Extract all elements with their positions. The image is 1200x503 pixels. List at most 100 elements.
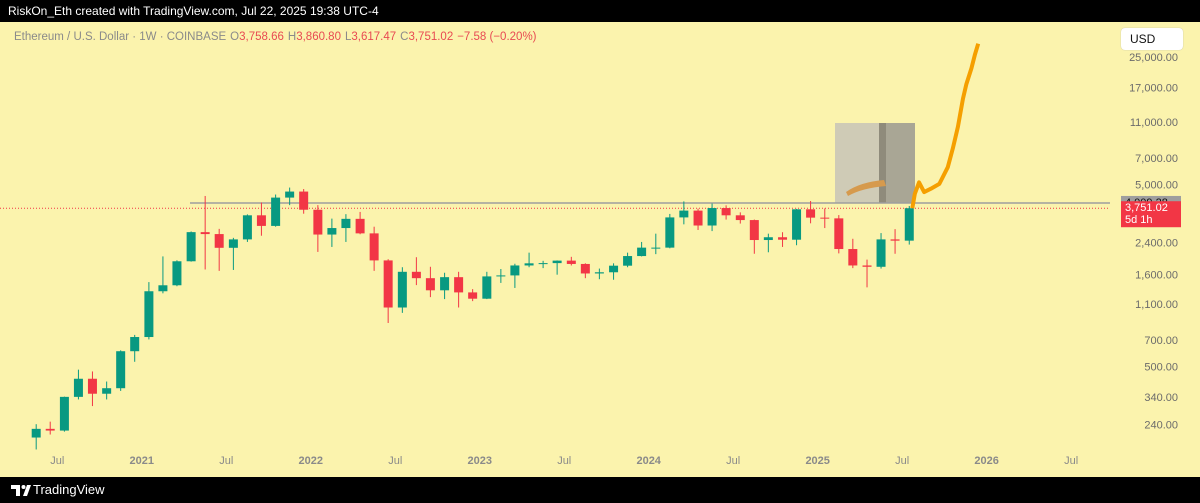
candle-body	[890, 239, 900, 241]
x-tick-label: Jul	[50, 455, 64, 467]
candle-body	[285, 191, 295, 198]
candle-body	[679, 210, 689, 218]
change: −7.58 (−0.20%)	[457, 31, 537, 43]
candle-body	[834, 218, 844, 250]
chart: 240.00 340.00 500.00 700.00 1,100.00 1,600.00…	[0, 43, 1181, 467]
candle-body	[862, 265, 872, 267]
price-label-bg	[1121, 201, 1181, 228]
candle-body	[341, 218, 351, 229]
candle-body	[355, 218, 365, 234]
candle-body	[721, 208, 731, 216]
x-tick-label: Jul	[388, 455, 402, 467]
top-bar: RiskOn_Eth created with TradingView.com,…	[0, 0, 1200, 22]
price-lines	[0, 202, 1110, 209]
ohlc-key: L	[344, 31, 352, 43]
candle-body	[651, 247, 661, 249]
y-tick-label: 1,100.00	[1135, 299, 1178, 311]
candle-body	[749, 220, 759, 241]
symbol-legend: Ethereum / U.S. Dollar · 1W · COINBASE O3…	[14, 31, 537, 43]
footer: TradingView	[0, 477, 1200, 503]
y-tick-label: 7,000.00	[1135, 153, 1178, 165]
candle-body	[566, 260, 576, 264]
x-tick-label: Jul	[895, 455, 909, 467]
x-tick-label: 2023	[467, 455, 491, 467]
candle-body	[327, 228, 337, 235]
y-tick-label: 500.00	[1144, 362, 1178, 374]
y-tick-label: 2,400.00	[1135, 237, 1178, 249]
image-door-edge	[879, 123, 886, 203]
candle-body	[440, 277, 450, 291]
candle-body	[848, 249, 858, 266]
overlay-image	[835, 123, 915, 203]
symbol: Ethereum / U.S. Dollar · 1W · COINBASE	[14, 31, 227, 43]
candle-body	[468, 292, 478, 299]
y-tick-label: 5,000.00	[1135, 179, 1178, 191]
candle-body	[411, 271, 421, 279]
chart-area: 240.00 340.00 500.00 700.00 1,100.00 1,600.00…	[0, 22, 1200, 477]
candle-body	[707, 208, 717, 226]
ohlc-value: 3,860.80	[296, 31, 341, 43]
image-object	[846, 180, 886, 196]
ohlc-value: 3,751.02	[408, 31, 454, 43]
candle-body	[242, 215, 252, 240]
candle-body	[594, 272, 604, 274]
y-tick-label: 1,600.00	[1135, 270, 1178, 282]
candle-body	[31, 428, 41, 438]
currency-button[interactable]: USD	[1121, 28, 1183, 50]
candle-body	[904, 208, 914, 241]
candle-body	[158, 285, 168, 292]
image-door	[886, 123, 915, 203]
x-tick-label: Jul	[1064, 455, 1078, 467]
candle-body	[876, 239, 886, 267]
candle-body	[313, 209, 323, 235]
logo-part	[21, 485, 26, 489]
candle-body	[806, 209, 816, 218]
ohlc-key: O	[230, 31, 240, 43]
candle-body	[256, 215, 266, 226]
brand-logo	[11, 485, 31, 496]
candle-body	[693, 210, 703, 226]
candle-body	[735, 215, 745, 221]
candle-body	[299, 191, 309, 210]
candle-body	[609, 265, 619, 273]
candle-body	[778, 237, 788, 240]
y-tick-label: 700.00	[1144, 335, 1178, 347]
countdown: 5d 1h	[1125, 214, 1153, 226]
candle-body	[538, 263, 548, 265]
candle-body	[665, 217, 675, 248]
x-tick-label: 2022	[299, 455, 323, 467]
candle-body	[228, 239, 238, 248]
candle-body	[45, 428, 55, 431]
x-tick-label: 2024	[636, 455, 661, 467]
y-tick-label: 17,000.00	[1129, 83, 1178, 95]
candle-body	[73, 378, 83, 397]
candle-body	[763, 237, 773, 241]
logo-part	[11, 485, 20, 496]
y-tick-label: 240.00	[1144, 420, 1178, 432]
candle-body	[200, 232, 210, 235]
candle-body	[496, 275, 506, 277]
candle-body	[552, 260, 562, 264]
candle-body	[130, 337, 140, 352]
credit: RiskOn_Eth created with TradingView.com,…	[8, 4, 379, 18]
candle-body	[383, 260, 393, 308]
candle-body	[116, 351, 126, 389]
candle-body	[637, 247, 647, 257]
ohlc-value: 3,758.66	[239, 31, 284, 43]
candle-body	[820, 217, 830, 219]
candle-body	[623, 256, 633, 266]
projection-line	[910, 43, 981, 209]
x-tick-label: 2025	[805, 455, 829, 467]
candle-body	[271, 197, 281, 226]
candle-body	[186, 232, 196, 262]
candle-body	[792, 209, 802, 240]
candle-body	[59, 396, 69, 431]
candle-body	[172, 261, 182, 286]
candle-body	[397, 271, 407, 308]
price-label: 3,751.02	[1125, 202, 1168, 214]
x-tick-label: 2021	[130, 455, 154, 467]
y-tick-label: 11,000.00	[1130, 117, 1178, 129]
ohlc-value: 3,617.47	[351, 31, 397, 43]
candle-body	[454, 277, 464, 293]
